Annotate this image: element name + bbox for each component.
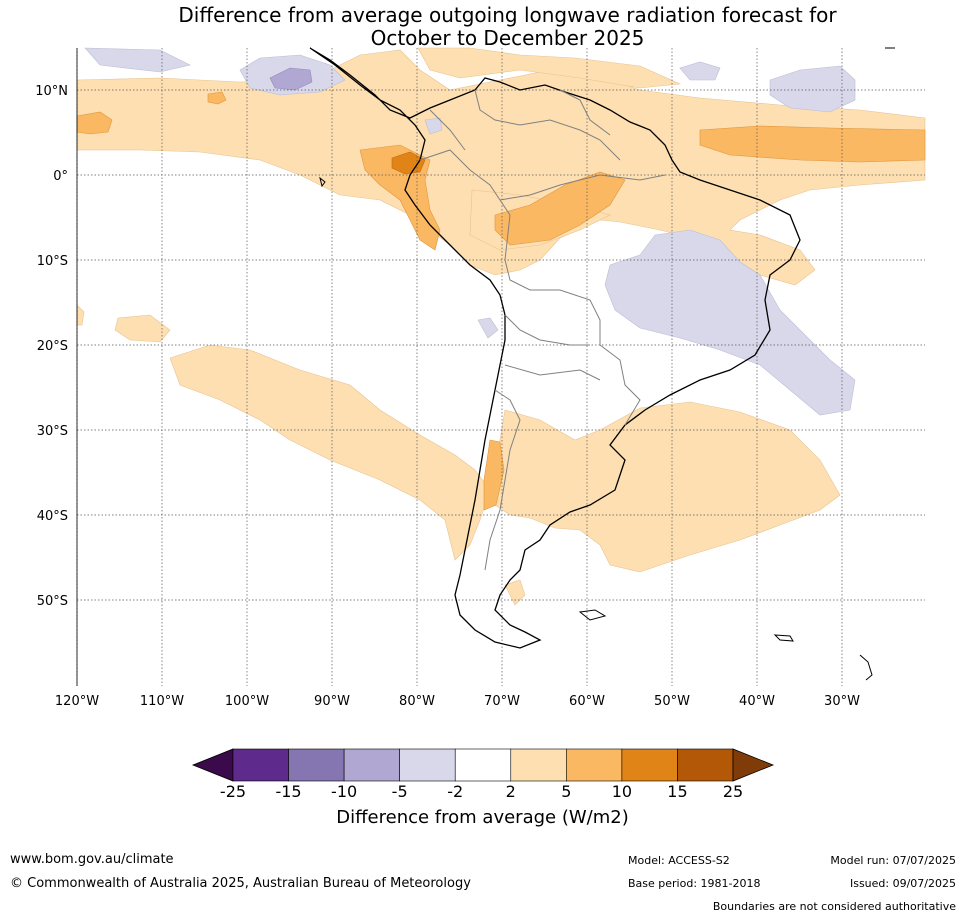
colorbar bbox=[191, 748, 775, 782]
lon-label-50w: 50°W bbox=[654, 694, 690, 709]
lon-label-100w: 100°W bbox=[225, 694, 269, 709]
lon-label-110w: 110°W bbox=[140, 694, 184, 709]
anomaly-fill-medium-purple bbox=[269, 67, 313, 91]
lat-label-10n: 10°N bbox=[35, 84, 68, 99]
lon-label-80w: 80°W bbox=[399, 694, 435, 709]
colorbar-swatch bbox=[232, 748, 289, 782]
anomaly-fill-medium-orange bbox=[76, 91, 926, 511]
colorbar-swatch bbox=[288, 748, 345, 782]
footer-issued: Issued: 09/07/2025 bbox=[849, 877, 956, 890]
lat-label-20s: 20°S bbox=[37, 339, 68, 354]
lat-label-0: 0° bbox=[53, 169, 68, 184]
colorbar-swatch bbox=[343, 748, 400, 782]
colorbar-ticks: -25 -15 -10 -5 -2 2 5 10 15 25 bbox=[0, 782, 965, 802]
colorbar-tick-label: -2 bbox=[447, 782, 464, 801]
footer-disclaimer: Boundaries are not considered authoritat… bbox=[712, 900, 956, 913]
colorbar-swatch bbox=[677, 748, 734, 782]
colorbar-tick-label: -10 bbox=[331, 782, 358, 801]
lon-label-90w: 90°W bbox=[314, 694, 350, 709]
footer-copyright: © Commonwealth of Australia 2025, Austra… bbox=[10, 876, 471, 891]
lon-label-60w: 60°W bbox=[569, 694, 605, 709]
colorbar-swatch bbox=[454, 748, 512, 782]
title-line-2: October to December 2025 bbox=[370, 26, 645, 50]
lon-label-40w: 40°W bbox=[739, 694, 775, 709]
lon-label-30w: 30°W bbox=[824, 694, 860, 709]
anomaly-fill-pale-purple bbox=[84, 47, 856, 416]
colorbar-arrow-high bbox=[732, 748, 775, 782]
country-borders bbox=[419, 89, 666, 571]
colorbar-arrow-low bbox=[191, 748, 234, 782]
colorbar-tick-label: -5 bbox=[391, 782, 408, 801]
longitude-labels: 120°W 110°W 100°W 90°W 80°W 70°W 60°W 50… bbox=[55, 694, 860, 709]
lon-label-120w: 120°W bbox=[55, 694, 99, 709]
colorbar-tick-label: -25 bbox=[219, 782, 247, 801]
footer-base-period: Base period: 1981-2018 bbox=[628, 877, 761, 890]
colorbar-swatch bbox=[621, 748, 678, 782]
lat-label-50s: 50°S bbox=[37, 594, 68, 609]
colorbar-tick-label: -15 bbox=[275, 782, 302, 801]
footer-website: www.bom.gov.au/climate bbox=[10, 852, 174, 867]
lon-label-70w: 70°W bbox=[484, 694, 520, 709]
colorbar-tick-label: 25 bbox=[722, 782, 744, 801]
footer-model: Model: ACCESS-S2 bbox=[628, 854, 730, 867]
map-title: Difference from average outgoing longwav… bbox=[0, 4, 965, 50]
lat-label-40s: 40°S bbox=[37, 509, 68, 524]
colorbar-swatch bbox=[566, 748, 623, 782]
colorbar-tick-label: 5 bbox=[561, 782, 572, 801]
colorbar-swatch bbox=[510, 748, 567, 782]
lat-label-10s: 10°S bbox=[37, 254, 68, 269]
anomaly-fill-light-orange bbox=[76, 47, 926, 606]
footer-model-run: Model run: 07/07/2025 bbox=[830, 854, 956, 867]
title-line-1: Difference from average outgoing longwav… bbox=[178, 3, 837, 27]
islands bbox=[319, 47, 895, 681]
latitude-labels: 10°N 0° 10°S 20°S 30°S 40°S 50°S bbox=[35, 84, 68, 609]
colorbar-tick-label: 2 bbox=[505, 782, 516, 801]
colorbar-label: Difference from average (W/m2) bbox=[336, 807, 629, 828]
colorbar-swatch bbox=[399, 748, 456, 782]
map-area bbox=[76, 47, 926, 686]
lat-label-30s: 30°S bbox=[37, 424, 68, 439]
colorbar-tick-label: 15 bbox=[667, 782, 688, 801]
south-america-coastline bbox=[309, 47, 801, 649]
colorbar-tick-label: 10 bbox=[611, 782, 633, 801]
